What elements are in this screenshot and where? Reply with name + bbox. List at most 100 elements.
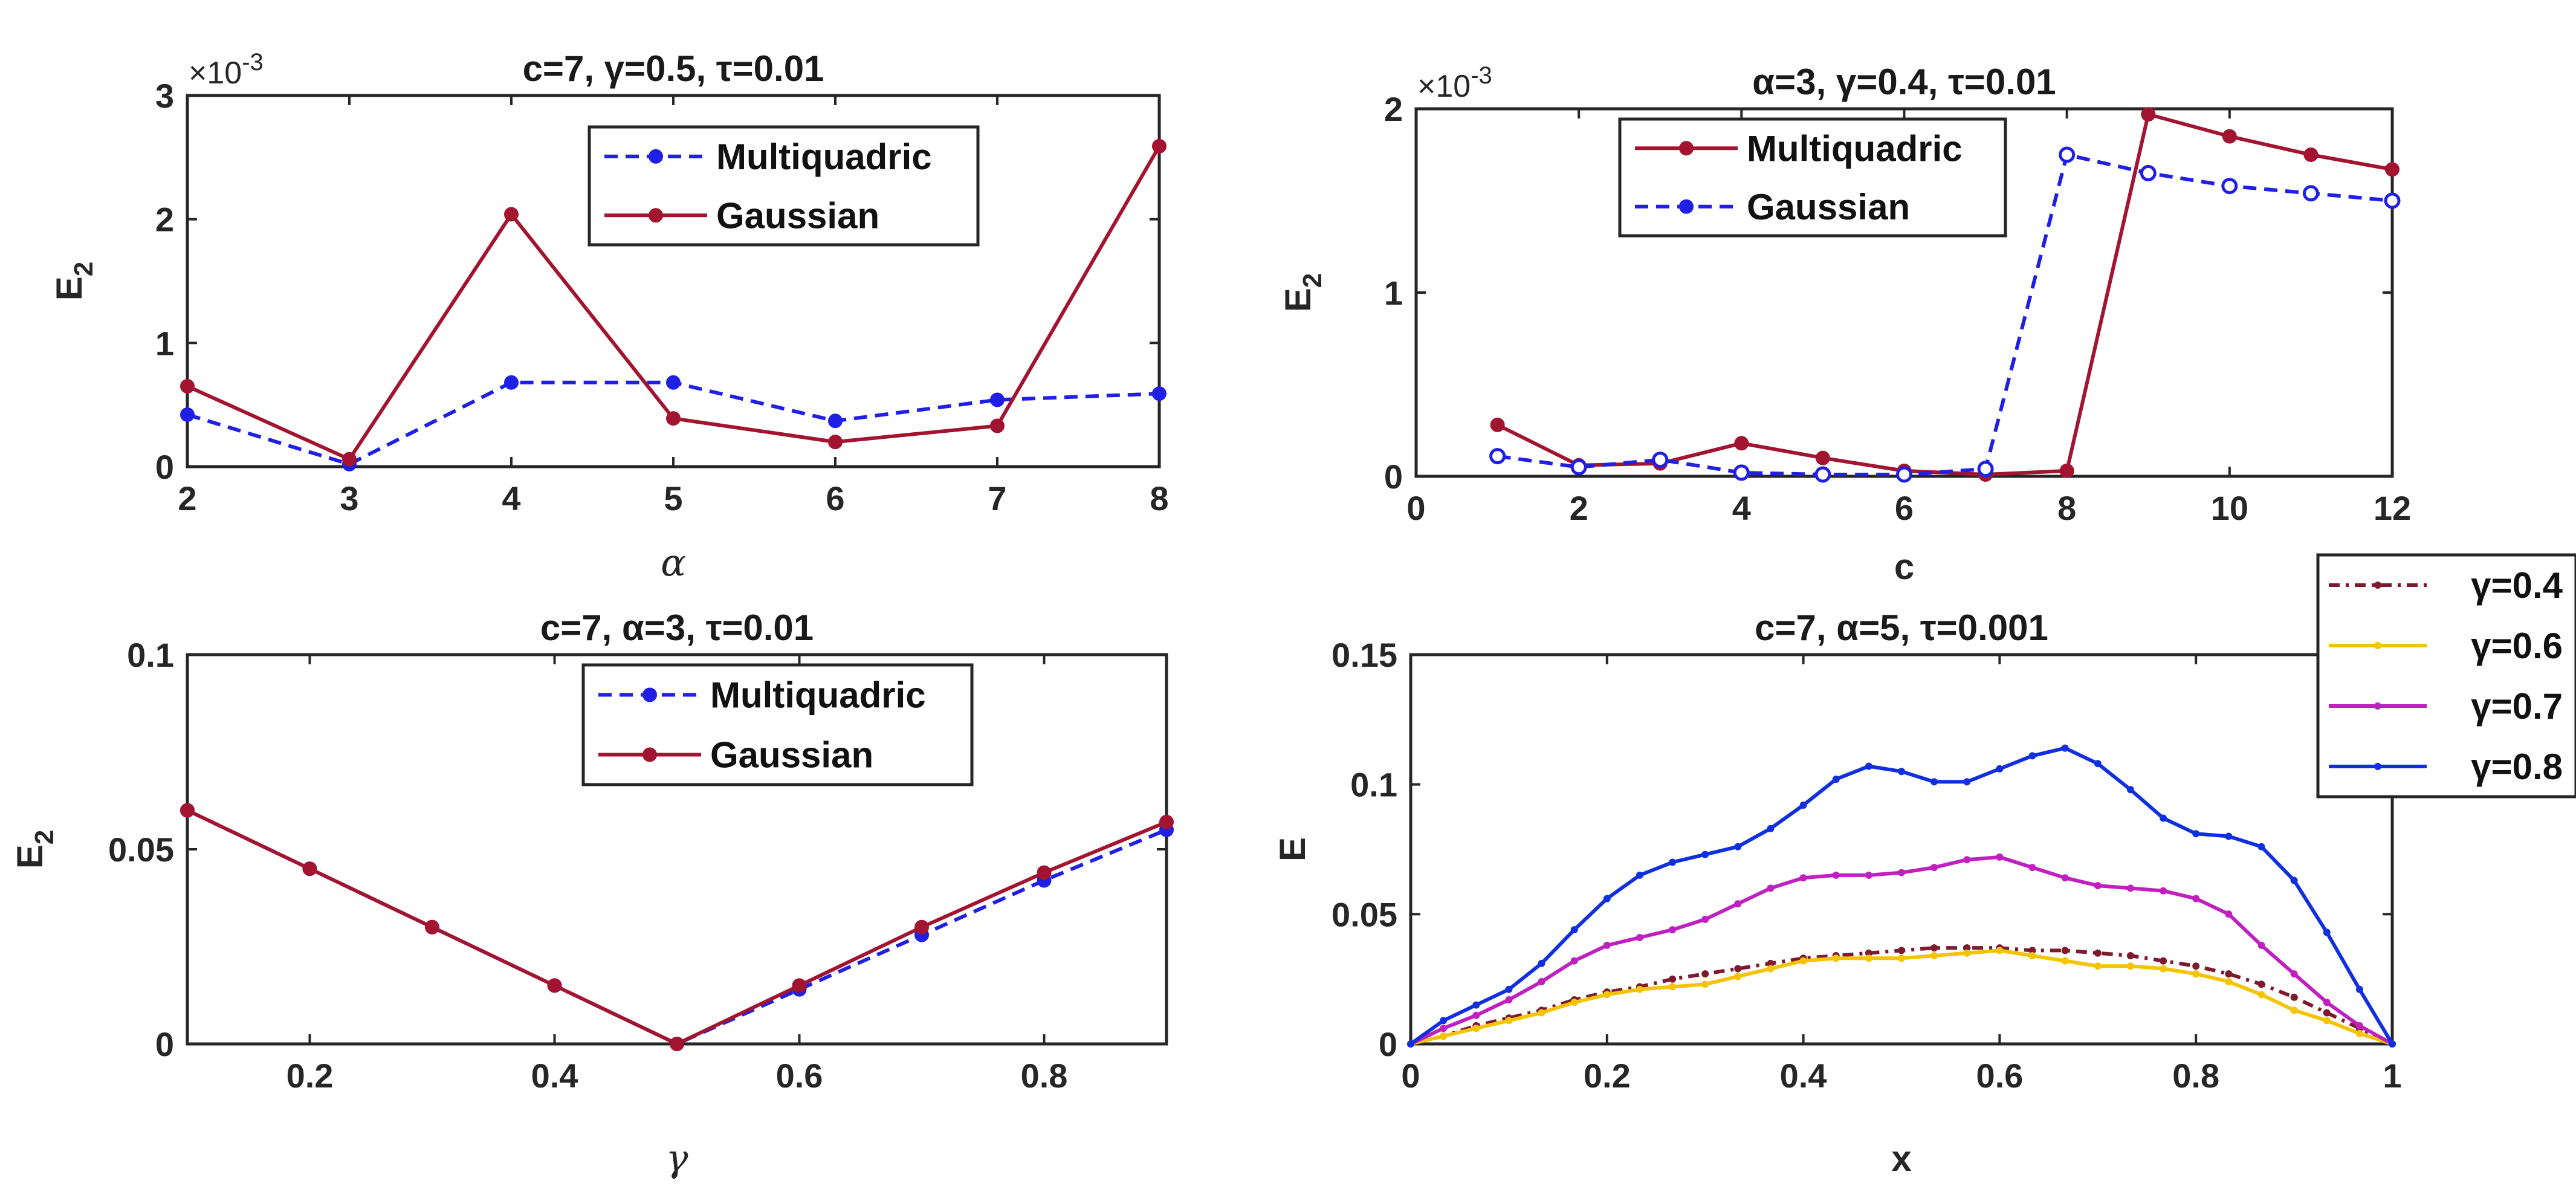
data-point <box>2126 962 2134 970</box>
data-point <box>2126 786 2134 794</box>
data-point <box>914 919 929 935</box>
data-point <box>2225 910 2233 918</box>
series-line <box>186 808 1168 1046</box>
data-point <box>1930 778 1938 786</box>
legend-entry: γ=0.6 <box>2329 626 2563 666</box>
data-point <box>2355 1022 2363 1029</box>
data-point <box>1701 970 1709 978</box>
legend-label: γ=0.7 <box>2471 686 2563 727</box>
data-point <box>1538 978 1545 985</box>
y-tick-label: 3 <box>155 77 174 115</box>
data-point <box>2323 999 2331 1006</box>
x-tick-label: 5 <box>664 479 682 517</box>
legend-box <box>2316 553 2576 799</box>
data-point <box>1832 954 1840 962</box>
data-point <box>1734 843 1742 850</box>
data-point <box>1865 871 1872 879</box>
data-point <box>2059 463 2074 478</box>
series-Multiquadric <box>180 803 1174 1051</box>
data-point <box>2192 895 2200 902</box>
data-point <box>2140 164 2157 181</box>
legend-marker <box>2374 702 2381 710</box>
x-tick-label: 4 <box>1732 489 1751 527</box>
legend-marker <box>2374 642 2381 649</box>
x-tick-label: 8 <box>2057 489 2076 527</box>
data-point <box>2323 1009 2331 1017</box>
data-point <box>1734 900 1742 908</box>
chart-panel-4: 0 0.2 0.4 0.6 0.8 1 0 0.05 0.1 0.15 c=7, α=5, τ=0.… <box>1272 553 2576 1179</box>
data-point <box>1440 1017 1448 1025</box>
data-point <box>1896 466 1912 483</box>
x-tick-label: 6 <box>826 479 844 517</box>
data-point <box>1570 957 1578 965</box>
legend-entry: Gaussian <box>604 195 879 236</box>
data-point <box>2225 832 2233 840</box>
data-point <box>1636 934 1643 941</box>
x-tick-label: 0.6 <box>776 1057 823 1095</box>
legend-entry: Multiquadric <box>598 675 926 716</box>
x-tick-label: 0.8 <box>2172 1057 2219 1095</box>
legend-marker <box>1679 141 1694 156</box>
y-exponent: ×10-3 <box>1417 62 1492 104</box>
data-point <box>1538 959 1545 967</box>
data-point <box>1963 778 1971 786</box>
legend-box <box>1618 117 2007 238</box>
legend-box <box>587 125 980 247</box>
y-tick-label: 0.15 <box>1332 636 1397 674</box>
data-point <box>1505 985 1513 993</box>
data-point <box>666 375 681 390</box>
series-line <box>1410 946 2393 1046</box>
data-point <box>2222 129 2237 144</box>
data-point <box>1570 999 1578 1006</box>
data-point <box>1538 1009 1545 1017</box>
data-point <box>1152 386 1167 401</box>
legend: Multiquadric Gaussian <box>581 663 974 786</box>
data-point <box>1799 874 1807 882</box>
data-point <box>1652 452 1669 468</box>
x-tick-label: 1 <box>2383 1057 2401 1095</box>
data-point <box>1898 768 1905 776</box>
data-point <box>1814 466 1831 483</box>
series-Gaussian <box>1489 146 2401 483</box>
data-point <box>2141 107 2156 122</box>
series-line <box>1409 746 2394 1046</box>
data-point <box>1159 814 1174 829</box>
legend-box <box>581 663 974 786</box>
data-point <box>2257 980 2265 988</box>
data-point <box>2160 965 2167 973</box>
data-point <box>1636 871 1643 879</box>
data-point <box>2302 185 2319 202</box>
y-axis-label: E <box>1272 837 1313 861</box>
y-tick-label: 0 <box>155 448 174 486</box>
data-point <box>1865 954 1872 962</box>
chart-title: α=3, γ=0.4, τ=0.01 <box>1752 62 2056 102</box>
data-point <box>2126 884 2134 892</box>
data-point <box>1898 869 1905 876</box>
data-point <box>1603 991 1611 999</box>
data-point <box>342 452 357 467</box>
data-point <box>2225 970 2233 978</box>
chart-title: c=7, α=3, τ=0.01 <box>540 607 814 648</box>
data-point <box>1701 980 1709 988</box>
data-point <box>1734 436 1749 451</box>
data-point <box>2355 985 2363 993</box>
data-point <box>302 861 317 876</box>
legend-entry: Multiquadric <box>604 137 932 177</box>
data-point <box>180 803 195 818</box>
x-tick-label: 2 <box>1570 489 1588 527</box>
data-point <box>1930 944 1938 952</box>
data-point <box>1669 926 1677 934</box>
y-tick-label: 0 <box>1384 458 1403 496</box>
data-point <box>2126 952 2134 959</box>
y-tick-label: 1 <box>1384 274 1403 312</box>
data-point <box>1701 850 1709 858</box>
series-Gaussian <box>180 803 1174 1051</box>
data-point <box>1799 802 1807 809</box>
data-point <box>1977 461 1994 478</box>
legend-entry: Gaussian <box>1635 187 1910 227</box>
legend-marker <box>649 208 663 223</box>
data-point <box>1930 864 1938 872</box>
data-point <box>2094 962 2102 970</box>
y-tick-label: 0.1 <box>1350 766 1397 804</box>
